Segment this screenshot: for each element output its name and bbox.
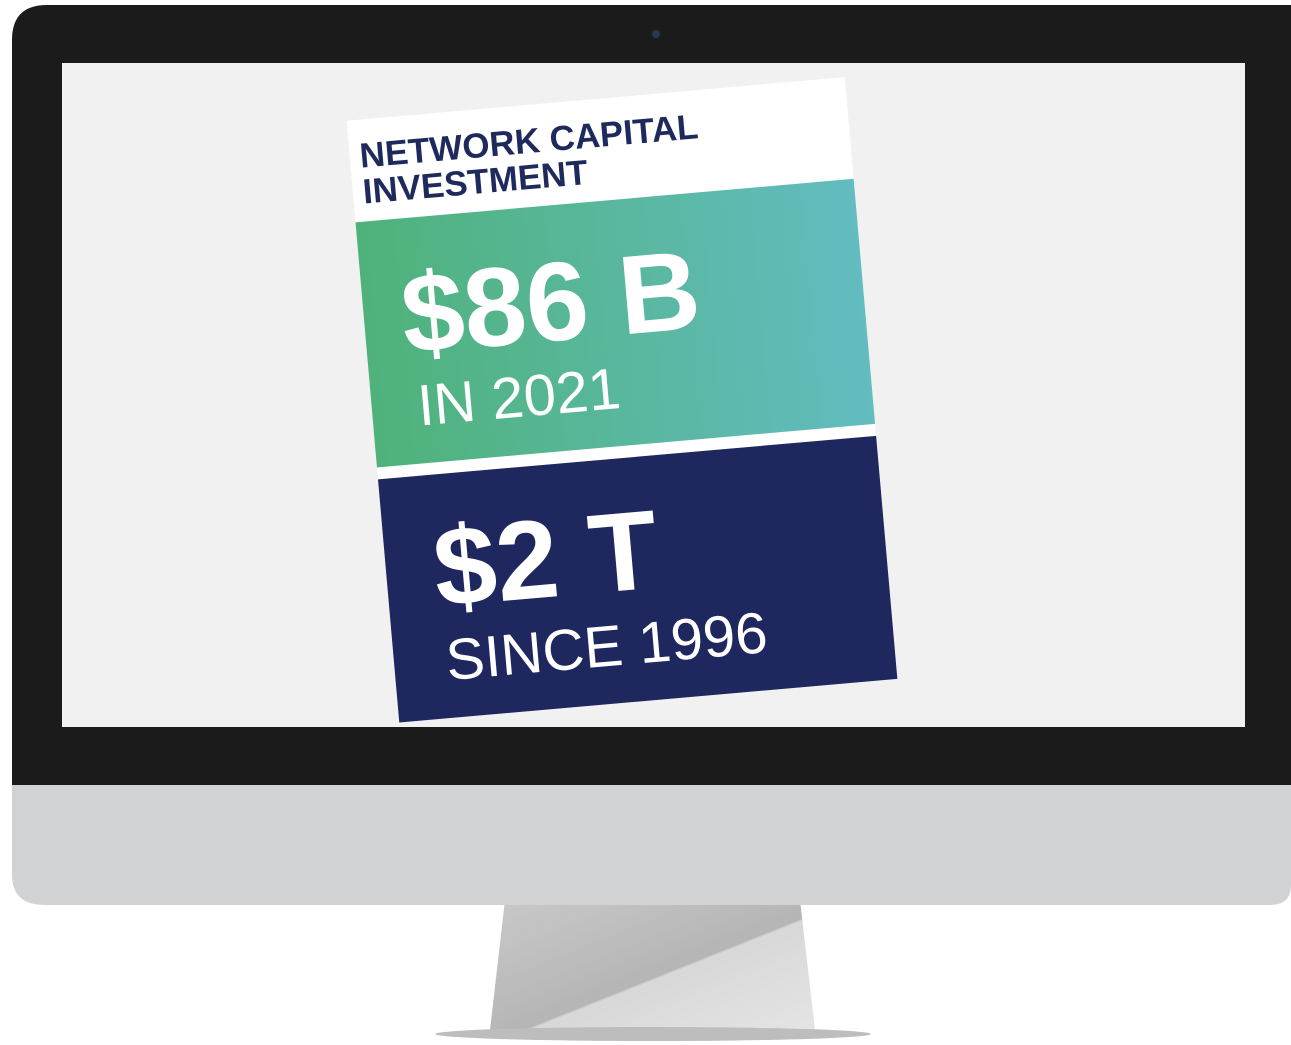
monitor-stand (490, 900, 815, 1030)
camera (652, 30, 660, 38)
page: NETWORK CAPITAL INVESTMENT $86 B IN 2021… (0, 0, 1291, 1045)
stat-value: $2 T (429, 487, 663, 631)
infographic-card: NETWORK CAPITAL INVESTMENT $86 B IN 2021… (347, 77, 898, 722)
monitor-chin (12, 785, 1291, 905)
monitor-mockup: NETWORK CAPITAL INVESTMENT $86 B IN 2021… (0, 0, 1291, 1045)
stat-value: $86 B (396, 227, 705, 378)
monitor-base (435, 1027, 871, 1041)
